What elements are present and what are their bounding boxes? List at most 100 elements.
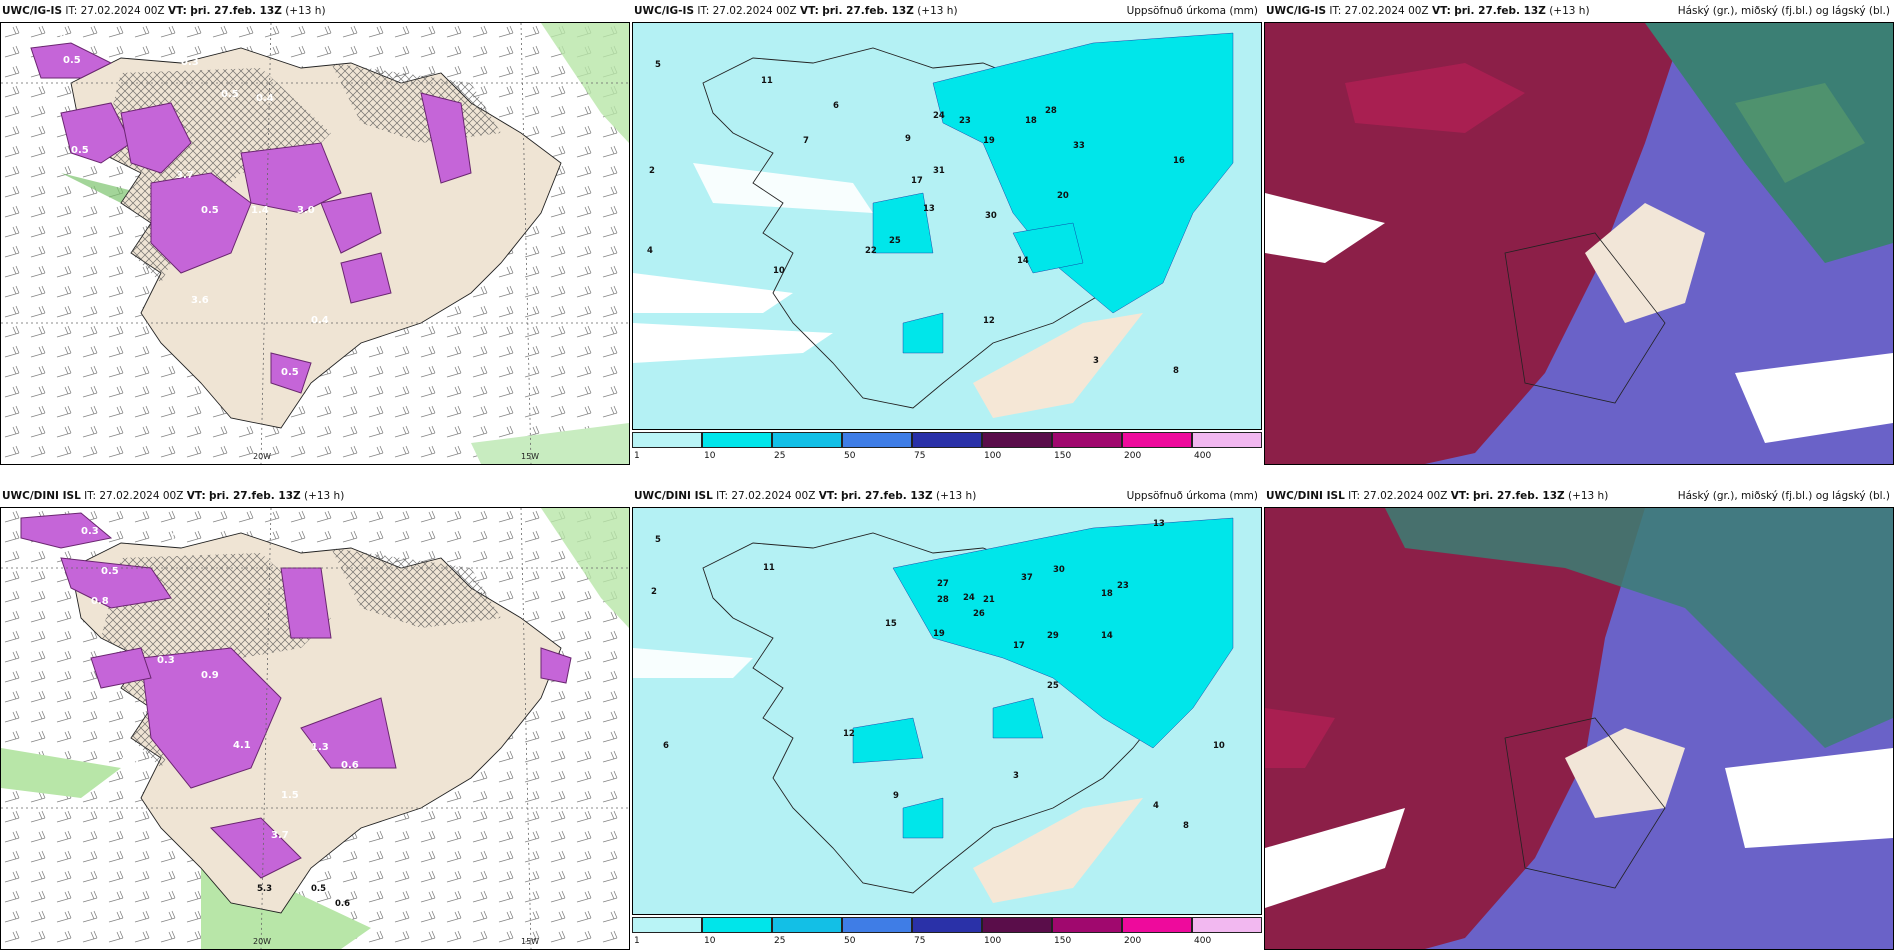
- svg-text:5.3: 5.3: [257, 884, 272, 894]
- panel-header: UWC/IG-IS IT: 27.02.2024 00Z VT: þri. 27…: [2, 5, 326, 17]
- svg-text:0.3: 0.3: [181, 57, 199, 68]
- svg-text:12: 12: [843, 729, 855, 739]
- colorbar-tick-label: 75: [914, 451, 926, 461]
- colorbar-swatch: [1122, 432, 1192, 448]
- svg-text:0.5: 0.5: [311, 884, 326, 894]
- colorbar-swatch: [772, 432, 842, 448]
- colorbar-swatch: [982, 432, 1052, 448]
- panel-ig-cloud: UWC/IG-IS IT: 27.02.2024 00Z VT: þri. 27…: [1264, 0, 1894, 465]
- svg-text:8: 8: [1183, 821, 1189, 831]
- colorbar-swatch: [1192, 917, 1262, 933]
- svg-text:23: 23: [1117, 581, 1129, 591]
- svg-text:30: 30: [1053, 565, 1065, 575]
- colorbar-tick-label: 10: [704, 936, 716, 946]
- svg-text:0.5: 0.5: [71, 145, 89, 156]
- svg-text:3.7: 3.7: [176, 170, 194, 181]
- svg-text:5: 5: [655, 535, 661, 545]
- svg-text:1.5: 1.5: [281, 790, 299, 801]
- panel-dini-wind: UWC/DINI ISL IT: 27.02.2024 00Z VT: þri.…: [0, 485, 630, 950]
- svg-text:0.5: 0.5: [221, 89, 239, 100]
- colorbar-tick-label: 50: [844, 936, 856, 946]
- map-wind-precip[interactable]: 0.4 0.5 0.3 0.5 0.3 0.4 0.5 3.7 0.5 3.0 …: [0, 22, 630, 465]
- svg-text:0.3: 0.3: [357, 57, 375, 68]
- svg-text:1.4: 1.4: [251, 205, 269, 216]
- svg-text:15W: 15W: [521, 937, 539, 946]
- panel-ig-wind: UWC/IG-IS IT: 27.02.2024 00Z VT: þri. 27…: [0, 0, 630, 465]
- svg-text:25: 25: [889, 236, 901, 246]
- svg-text:6: 6: [833, 101, 839, 111]
- svg-text:4: 4: [647, 246, 653, 256]
- svg-text:0.3: 0.3: [81, 526, 99, 537]
- svg-text:0.3: 0.3: [171, 532, 189, 543]
- svg-text:28: 28: [1045, 106, 1057, 116]
- svg-text:37: 37: [1021, 573, 1033, 583]
- svg-text:0.4: 0.4: [256, 93, 274, 104]
- svg-text:23: 23: [959, 116, 971, 126]
- svg-text:3.6: 3.6: [191, 295, 209, 306]
- svg-text:22: 22: [865, 246, 877, 256]
- colorbar-tick-label: 400: [1194, 451, 1212, 461]
- colorbar-tick-label: 150: [1054, 936, 1072, 946]
- colorbar-tick-label: 1: [634, 936, 640, 946]
- svg-text:15: 15: [885, 619, 897, 629]
- svg-text:0.5: 0.5: [101, 566, 119, 577]
- svg-text:0.9: 0.9: [201, 670, 219, 681]
- svg-text:28: 28: [937, 595, 949, 605]
- colorbar-tick-label: 400: [1194, 936, 1212, 946]
- colorbar-tick-label: 50: [844, 451, 856, 461]
- svg-text:0.5: 0.5: [63, 55, 81, 66]
- colorbar-swatch: [1052, 432, 1122, 448]
- svg-text:20W: 20W: [253, 937, 271, 946]
- colorbar-swatch: [842, 917, 912, 933]
- colorbar-tick-label: 200: [1124, 936, 1142, 946]
- panel-header: UWC/IG-IS IT: 27.02.2024 00Z VT: þri. 27…: [1266, 5, 1890, 17]
- svg-text:12: 12: [983, 316, 995, 326]
- svg-text:2: 2: [649, 166, 655, 176]
- svg-text:3: 3: [1093, 356, 1099, 366]
- panel-dini-cloud: UWC/DINI ISL IT: 27.02.2024 00Z VT: þri.…: [1264, 485, 1894, 950]
- map-wind-precip[interactable]: 0.3 0.5 0.3 0.8 0.3 0.9 4.1 1.3 0.5 0.6 …: [0, 507, 630, 950]
- colorbar-tick-label: 100: [984, 451, 1002, 461]
- svg-text:19: 19: [983, 136, 995, 146]
- svg-text:20W: 20W: [253, 452, 271, 461]
- map-cloud-cover[interactable]: [1264, 507, 1894, 950]
- svg-text:2: 2: [651, 587, 657, 597]
- svg-text:6: 6: [663, 741, 669, 751]
- svg-text:17: 17: [911, 176, 923, 186]
- svg-text:24: 24: [933, 111, 945, 121]
- svg-text:11: 11: [761, 76, 773, 86]
- svg-text:0.5: 0.5: [121, 756, 139, 767]
- svg-text:0.6: 0.6: [335, 899, 350, 909]
- svg-text:1.3: 1.3: [311, 742, 329, 753]
- map-precip[interactable]: 5 2 11 7 6 9 24 23 19 31 18 28 33 20 22 …: [632, 22, 1262, 430]
- svg-text:25: 25: [1047, 681, 1059, 691]
- svg-text:18: 18: [1025, 116, 1037, 126]
- svg-text:4: 4: [1153, 801, 1159, 811]
- colorbar: 1 10 25 50 75 100 150 200 400: [632, 430, 1262, 464]
- colorbar-tick-label: 200: [1124, 451, 1142, 461]
- panel-header: UWC/DINI ISL IT: 27.02.2024 00Z VT: þri.…: [634, 490, 1258, 502]
- colorbar-swatch: [702, 432, 772, 448]
- svg-text:15W: 15W: [521, 452, 539, 461]
- svg-text:3: 3: [1013, 771, 1019, 781]
- colorbar-tick-label: 100: [984, 936, 1002, 946]
- svg-text:10: 10: [773, 266, 785, 276]
- svg-text:0.3: 0.3: [157, 655, 175, 666]
- svg-text:31: 31: [933, 166, 945, 176]
- svg-text:0.5: 0.5: [201, 205, 219, 216]
- svg-text:17: 17: [1013, 641, 1025, 651]
- map-cloud-cover[interactable]: [1264, 22, 1894, 465]
- colorbar-tick-label: 150: [1054, 451, 1072, 461]
- colorbar-swatch: [632, 432, 702, 448]
- svg-text:18: 18: [1101, 589, 1113, 599]
- svg-text:0.5: 0.5: [281, 367, 299, 378]
- colorbar-tick-label: 25: [774, 936, 786, 946]
- svg-text:13: 13: [923, 204, 935, 214]
- panel-header: UWC/IG-IS IT: 27.02.2024 00Z VT: þri. 27…: [634, 5, 1258, 17]
- svg-text:30: 30: [985, 211, 997, 221]
- svg-text:24: 24: [963, 593, 975, 603]
- colorbar-tick-label: 10: [704, 451, 716, 461]
- svg-text:3.7: 3.7: [271, 830, 289, 841]
- svg-text:0.6: 0.6: [341, 760, 359, 771]
- map-precip[interactable]: 5 2 11 15 27 28 37 30 24 26 21 29 18 17 …: [632, 507, 1262, 915]
